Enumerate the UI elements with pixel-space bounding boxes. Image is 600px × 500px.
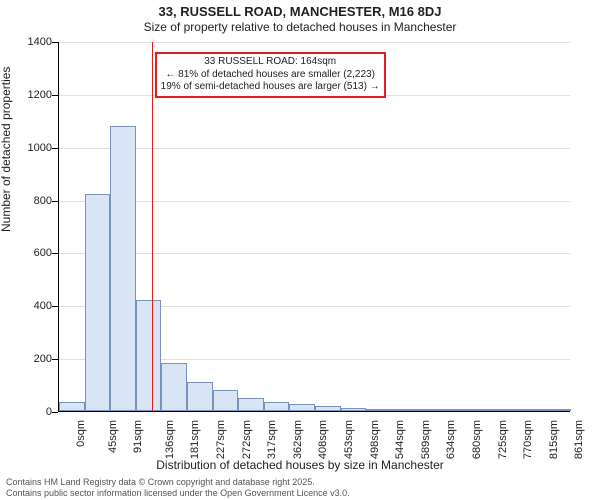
callout-line3: 19% of semi-detached houses are larger (… [161,81,380,94]
y-tick-label: 1000 [22,142,52,154]
y-tick-label: 600 [22,247,52,259]
histogram-bar [341,408,367,411]
histogram-bar [136,300,162,411]
histogram-bar [187,382,213,411]
x-tick-label: 136sqm [164,420,176,459]
histogram-bar [545,409,571,411]
histogram-bar [238,398,264,411]
x-tick-label: 317sqm [266,420,278,459]
x-tick-label: 544sqm [394,420,406,459]
footer-line2: Contains public sector information licen… [6,488,350,498]
histogram-bar [443,409,469,411]
histogram-bar [161,363,187,411]
x-tick-label: 725sqm [497,420,509,459]
x-tick-label: 408sqm [318,420,330,459]
x-tick-label: 498sqm [369,420,381,459]
x-tick-label: 181sqm [190,420,202,459]
callout-line1: 33 RUSSELL ROAD: 164sqm [161,56,380,69]
histogram-bar [213,390,239,411]
callout-line2: ← 81% of detached houses are smaller (2,… [161,69,380,82]
histogram-bar [264,402,290,411]
histogram-bar [392,409,418,411]
page-subtitle: Size of property relative to detached ho… [0,20,600,34]
plot-area: 33 RUSSELL ROAD: 164sqm ← 81% of detache… [58,42,570,412]
footer-line1: Contains HM Land Registry data © Crown c… [6,477,350,487]
histogram-bar [366,409,392,411]
x-tick-label: 272sqm [241,420,253,459]
x-tick-label: 680sqm [471,420,483,459]
histogram-bar [59,402,85,411]
x-tick-label: 770sqm [522,420,534,459]
y-tick-label: 200 [22,353,52,365]
y-tick-label: 400 [22,300,52,312]
x-tick-label: 45sqm [107,420,119,453]
footer: Contains HM Land Registry data © Crown c… [6,477,350,498]
x-tick-label: 589sqm [420,420,432,459]
x-tick-label: 634sqm [446,420,458,459]
x-axis-label: Distribution of detached houses by size … [0,458,600,472]
histogram-bar [520,409,546,411]
x-tick-label: 362sqm [292,420,304,459]
histogram-bar [85,194,111,411]
histogram-bar [289,404,315,411]
x-tick-label: 861sqm [574,420,586,459]
y-tick-label: 1200 [22,89,52,101]
x-tick-label: 453sqm [343,420,355,459]
histogram-bar [469,409,495,411]
histogram-bar [110,126,136,411]
x-tick-label: 0sqm [75,420,87,447]
histogram-bar [417,409,443,411]
histogram-bar [315,406,341,411]
x-tick-label: 227sqm [215,420,227,459]
page-title: 33, RUSSELL ROAD, MANCHESTER, M16 8DJ [0,4,600,19]
y-tick-label: 1400 [22,36,52,48]
x-tick-label: 91sqm [132,420,144,453]
marker-line [152,42,153,411]
y-tick-label: 0 [22,406,52,418]
y-tick-label: 800 [22,195,52,207]
histogram-bar [494,409,520,411]
x-tick-label: 815sqm [548,420,560,459]
histogram-chart: 33 RUSSELL ROAD: 164sqm ← 81% of detache… [58,42,570,412]
y-axis-label: Number of detached properties [0,67,13,232]
callout-box: 33 RUSSELL ROAD: 164sqm ← 81% of detache… [155,52,386,98]
